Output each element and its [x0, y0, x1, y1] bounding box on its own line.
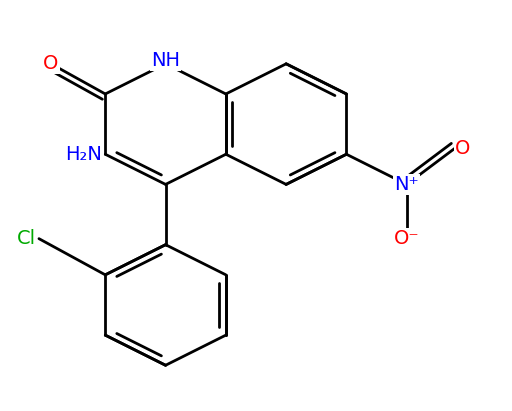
Text: NH: NH [151, 51, 180, 70]
Text: Cl: Cl [17, 229, 36, 248]
Text: O: O [455, 139, 470, 158]
Text: H₂N: H₂N [66, 145, 102, 164]
Text: O: O [44, 54, 59, 73]
Text: O⁻: O⁻ [394, 229, 419, 248]
Text: N⁺: N⁺ [394, 175, 419, 194]
